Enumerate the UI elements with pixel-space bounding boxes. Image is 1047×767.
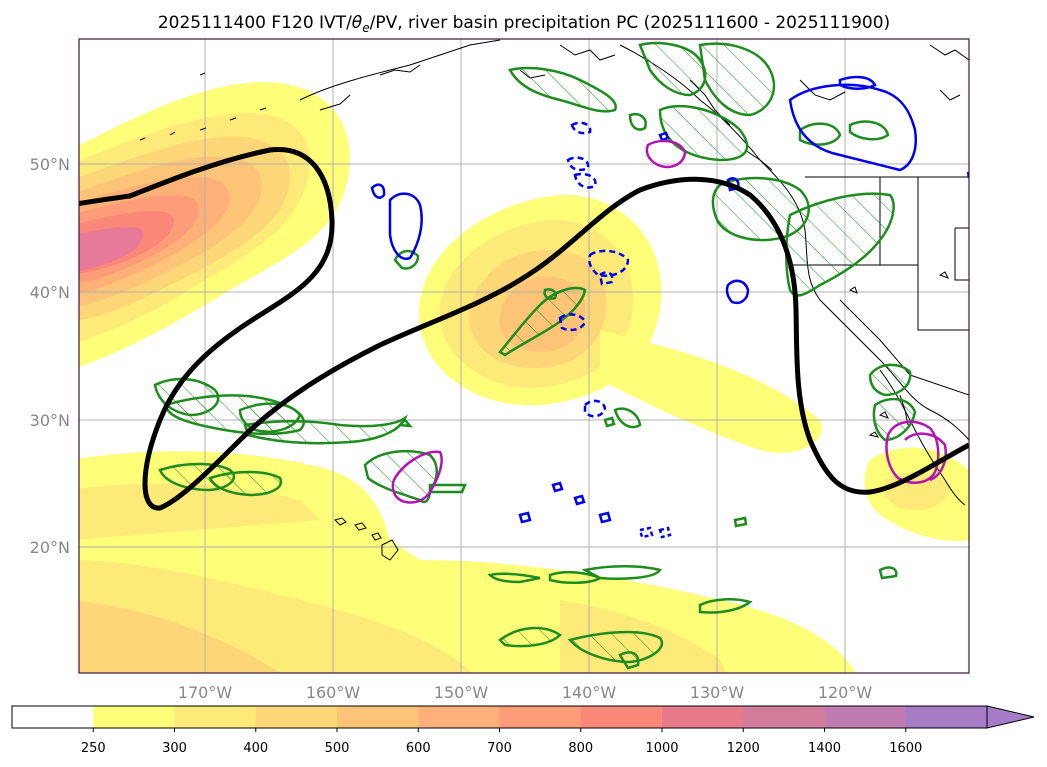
colorbar-label: 1600 bbox=[889, 741, 922, 756]
colorbar-label: 1000 bbox=[645, 741, 678, 756]
lat-label-50: 50°N bbox=[30, 155, 70, 174]
colorbar-segment bbox=[905, 706, 988, 728]
lat-label-30: 30°N bbox=[30, 411, 70, 430]
title-theta: θ bbox=[352, 13, 363, 33]
pv-contour bbox=[79, 146, 969, 511]
map-frame bbox=[78, 38, 970, 674]
map-area bbox=[79, 39, 969, 673]
colorbar-label: 1200 bbox=[727, 741, 760, 756]
colorbar-label: 700 bbox=[487, 741, 512, 756]
colorbar-segment bbox=[255, 706, 338, 728]
title-sub: e bbox=[362, 21, 369, 35]
lon-labels: 170°W 160°W 150°W 140°W 130°W 120°W bbox=[178, 683, 873, 702]
colorbar-label: 250 bbox=[81, 741, 106, 756]
colorbar-label: 800 bbox=[568, 741, 593, 756]
colorbar-labels: 250 300 400 500 600 700 800 1000 1200 1400 1600 bbox=[81, 728, 922, 756]
lon-label-120w: 120°W bbox=[818, 683, 873, 702]
colorbar-segments bbox=[12, 706, 988, 728]
colorbar-segment bbox=[174, 706, 257, 728]
triangle-arrow-icon bbox=[986, 705, 1035, 729]
colorbar-label: 600 bbox=[406, 741, 431, 756]
colorbar-segment bbox=[337, 706, 419, 728]
colorbar-segment bbox=[580, 706, 663, 728]
map-title: 2025111400 F120 IVT/θe/PV, river basin p… bbox=[158, 13, 890, 35]
colorbar-segment bbox=[824, 706, 907, 728]
colorbar-segment bbox=[93, 706, 175, 728]
colorbar-label: 300 bbox=[162, 741, 187, 756]
colorbar-segment bbox=[418, 706, 500, 728]
colorbar-segment bbox=[662, 706, 744, 728]
lon-label-170w: 170°W bbox=[178, 683, 233, 702]
colorbar-label: 500 bbox=[325, 741, 350, 756]
lon-label-140w: 140°W bbox=[562, 683, 617, 702]
ivt-shading bbox=[79, 82, 969, 673]
lat-labels: 50°N 40°N 30°N 20°N bbox=[30, 155, 70, 557]
title-suffix: /PV, river basin precipitation PC (20251… bbox=[370, 13, 891, 33]
lat-label-40: 40°N bbox=[30, 283, 70, 302]
colorbar-label: 400 bbox=[243, 741, 268, 756]
title-prefix: 2025111400 F120 IVT/ bbox=[158, 13, 352, 33]
colorbar-segment bbox=[499, 706, 582, 728]
magenta-contours bbox=[391, 139, 947, 504]
colorbar-label: 1400 bbox=[808, 741, 841, 756]
colorbar: 250 300 400 500 600 700 800 1000 1200 1400 1600 bbox=[11, 705, 1035, 756]
lon-label-150w: 150°W bbox=[434, 683, 489, 702]
lat-label-20: 20°N bbox=[30, 538, 70, 557]
colorbar-segment bbox=[743, 706, 825, 728]
lon-label-160w: 160°W bbox=[306, 683, 361, 702]
lon-label-130w: 130°W bbox=[690, 683, 745, 702]
green-contours bbox=[153, 41, 917, 670]
colorbar-segment bbox=[12, 706, 94, 728]
